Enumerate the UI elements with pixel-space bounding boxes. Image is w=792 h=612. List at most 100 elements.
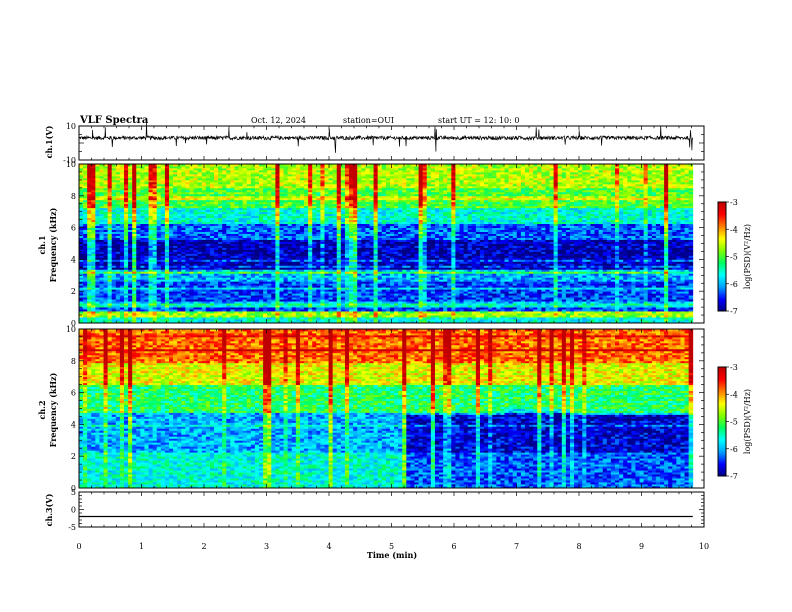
spectrogram-cell	[132, 301, 137, 304]
spectrogram-cell	[177, 321, 182, 324]
spectrogram-cell	[160, 171, 166, 175]
spectrogram-cell	[107, 293, 113, 296]
spectrogram-cell	[87, 239, 92, 242]
spectrogram-cell	[144, 219, 149, 223]
spectrogram-cell	[222, 165, 227, 169]
spectrogram-cell	[124, 319, 129, 322]
spectrogram-cell	[160, 263, 166, 266]
spectrogram-cell	[83, 287, 88, 290]
spectrogram-cell	[91, 293, 96, 296]
spectrogram-cell	[79, 307, 84, 310]
spectrogram-cell	[136, 245, 141, 248]
spectrogram-cell	[164, 181, 170, 185]
spectrogram-cell	[115, 171, 121, 175]
spectrogram-cell	[189, 183, 194, 187]
spectrogram-cell	[234, 263, 239, 266]
spectrogram-cell	[148, 309, 154, 312]
spectrogram-cell	[87, 241, 92, 244]
spectrogram-cell	[189, 271, 194, 274]
spectrogram-cell	[140, 247, 145, 250]
spectrogram-cell	[177, 317, 182, 320]
spectrogram-cell	[226, 193, 231, 197]
spectrogram-cell	[95, 295, 100, 298]
spectrogram-cell	[169, 167, 174, 171]
spectrogram-cell	[181, 303, 186, 306]
spectrogram-cell	[103, 239, 109, 242]
spectrogram-cell	[156, 191, 162, 195]
spectrogram-cell	[209, 287, 215, 290]
spectrogram-cell	[222, 259, 227, 262]
spectrogram-cell	[214, 293, 219, 296]
spectrogram-cell	[214, 303, 219, 306]
spectrogram-cell	[124, 175, 129, 179]
spectrogram-cell	[214, 251, 219, 254]
spectrogram-cell	[197, 223, 203, 227]
spectrogram-cell	[197, 167, 203, 171]
spectrogram-cell	[222, 275, 227, 278]
spectrogram-cell	[99, 255, 104, 258]
spectrogram-cell	[124, 301, 129, 304]
spectrogram-cell	[222, 179, 227, 183]
spectrogram-cell	[164, 289, 170, 292]
spectrogram-cell	[197, 275, 203, 278]
spectrogram-cell	[128, 311, 133, 314]
spectrogram-cell	[181, 201, 186, 205]
spectrogram-cell	[140, 229, 145, 232]
spectrogram-cell	[234, 289, 239, 292]
spectrogram-cell	[119, 259, 125, 262]
spectrogram-cell	[95, 201, 100, 205]
spectrogram-cell	[218, 177, 223, 181]
spectrogram-cell	[218, 223, 223, 227]
spectrogram-cell	[111, 303, 117, 306]
spectrogram-cell	[132, 207, 137, 211]
spectrogram-cell	[214, 173, 219, 177]
spectrogram-cell	[148, 315, 154, 318]
spectrogram-cell	[209, 207, 215, 211]
spectrogram-cell	[209, 269, 215, 272]
spectrogram-cell	[152, 195, 158, 199]
spectrogram-cell	[99, 201, 104, 205]
spectrogram-cell	[79, 225, 84, 228]
spectrogram-cell	[218, 289, 223, 292]
spectrogram-cell	[234, 281, 239, 284]
spectrogram-cell	[119, 309, 125, 312]
spectrogram-cell	[79, 191, 84, 195]
spectrogram-cell	[185, 164, 190, 167]
spectrogram-cell	[189, 311, 194, 314]
spectrogram-cell	[119, 257, 125, 260]
spectrogram-cell	[226, 201, 231, 205]
spectrogram-cell	[148, 197, 154, 201]
spectrogram-cell	[214, 291, 219, 294]
spectrogram-cell	[111, 317, 117, 320]
spectrogram-cell	[111, 257, 117, 260]
spectrogram-cell	[169, 201, 174, 205]
spectrogram-cell	[91, 211, 96, 215]
spectrogram-cell	[160, 173, 166, 177]
spectrogram-cell	[164, 193, 170, 197]
spectrogram-cell	[156, 297, 162, 300]
spectrogram-cell	[99, 319, 104, 322]
spectrogram-cell	[144, 203, 149, 207]
spectrogram-cell	[230, 191, 235, 195]
spectrogram-cell	[169, 295, 174, 298]
spectrogram-cell	[83, 249, 88, 252]
spectrogram-cell	[193, 235, 199, 238]
spectrogram-cell	[173, 285, 178, 288]
spectrogram-cell	[193, 189, 199, 193]
spectrogram-cell	[164, 255, 170, 258]
spectrogram-cell	[193, 217, 199, 221]
spectrogram-cell	[222, 167, 227, 171]
spectrogram-cell	[205, 283, 211, 286]
spectrogram-cell	[119, 177, 125, 181]
spectrogram-cell	[107, 259, 113, 262]
spectrogram-cell	[128, 319, 133, 322]
ch1-waveform-tick-label: 10	[66, 122, 76, 131]
spectrogram-cell	[193, 307, 199, 310]
spectrogram-cell	[95, 249, 100, 252]
spectrogram-cell	[226, 263, 231, 266]
spectrogram-cell	[205, 235, 211, 238]
spectrogram-cell	[164, 229, 170, 232]
spectrogram-cell	[152, 187, 158, 191]
spectrogram-cell	[87, 227, 92, 230]
spectrogram-cell	[185, 317, 190, 320]
